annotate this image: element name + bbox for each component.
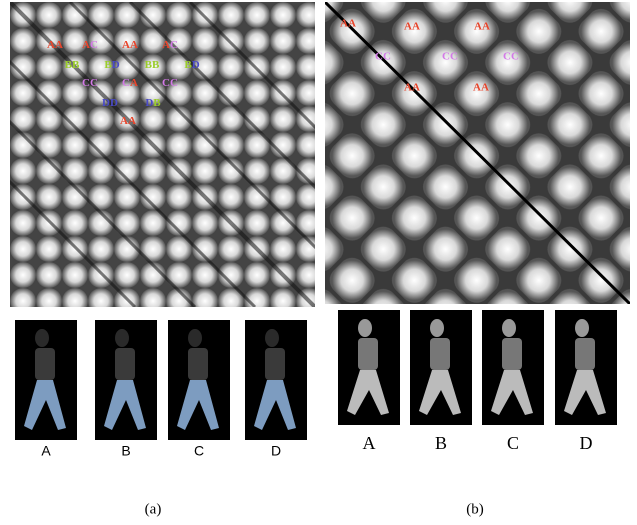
- torso: [265, 348, 285, 380]
- matrix-label: AA: [340, 18, 356, 30]
- frame-label: A: [41, 443, 51, 459]
- torso: [502, 338, 522, 370]
- matrix-label: DB: [145, 97, 161, 109]
- matrix-label: CC: [162, 77, 178, 89]
- matrix-label: AA: [404, 21, 420, 33]
- matrix-label: BD: [104, 59, 119, 71]
- matrix-label: AA: [474, 21, 490, 33]
- caption: (a): [145, 501, 162, 517]
- head: [575, 319, 589, 337]
- torso: [575, 338, 595, 370]
- head: [430, 319, 444, 337]
- figure: AAACAAACBBBDBBBDCCCACCDDDBAAABCD(a)AAAAA…: [0, 0, 637, 525]
- torso: [430, 338, 450, 370]
- frame-label: C: [507, 433, 519, 453]
- frame-label: D: [271, 443, 281, 459]
- matrix-label: BB: [145, 59, 160, 71]
- matrix-label: BB: [65, 59, 80, 71]
- frame-label: B: [435, 433, 447, 453]
- frame-label: D: [580, 433, 593, 453]
- matrix-label: AA: [404, 82, 420, 94]
- caption: (b): [466, 501, 484, 517]
- torso: [35, 348, 55, 380]
- head: [502, 319, 516, 337]
- matrix-label: CC: [82, 77, 98, 89]
- matrix-label: AA: [120, 115, 136, 127]
- similarity-matrix: [325, 2, 630, 304]
- matrix-label: AA: [122, 39, 138, 51]
- frame-label: B: [121, 443, 130, 459]
- head: [115, 329, 129, 347]
- matrix-label: CC: [375, 51, 391, 63]
- matrix-label: AC: [82, 39, 98, 51]
- matrix-label: CA: [122, 77, 138, 89]
- matrix-label: AA: [47, 39, 63, 51]
- torso: [358, 338, 378, 370]
- head: [265, 329, 279, 347]
- head: [188, 329, 202, 347]
- matrix-label: CC: [442, 51, 458, 63]
- frame-label: A: [363, 433, 376, 453]
- matrix-label: DD: [102, 97, 118, 109]
- matrix-label: AC: [162, 39, 178, 51]
- torso: [115, 348, 135, 380]
- head: [35, 329, 49, 347]
- matrix-label: AA: [473, 82, 489, 94]
- matrix-label: BD: [184, 59, 199, 71]
- frame-label: C: [194, 443, 204, 459]
- torso: [188, 348, 208, 380]
- matrix-label: CC: [503, 51, 519, 63]
- head: [358, 319, 372, 337]
